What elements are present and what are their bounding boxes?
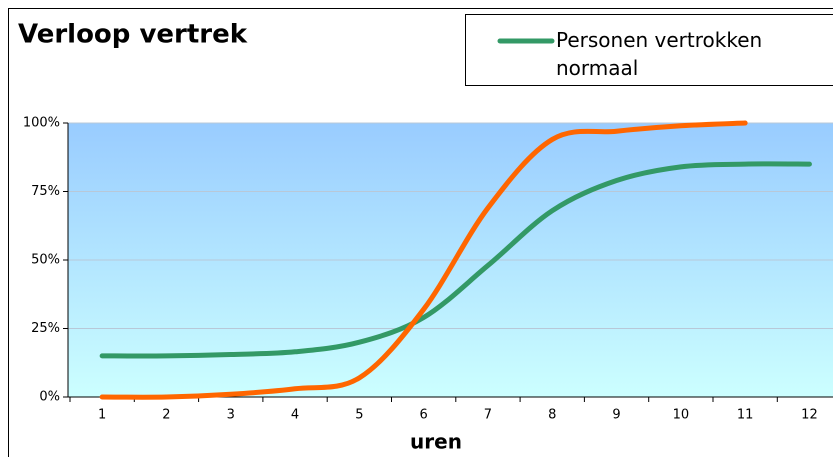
y-tick-label: 75% xyxy=(31,184,60,199)
x-tick-label: 4 xyxy=(291,408,299,423)
y-tick-label: 0% xyxy=(39,390,60,405)
series-line xyxy=(99,120,748,400)
series-line xyxy=(99,161,812,359)
x-tick-label: 3 xyxy=(227,408,235,423)
x-tick-label: 12 xyxy=(801,408,818,423)
legend-label: Personen vertrokken normaal xyxy=(556,28,762,80)
x-tick-label: 1 xyxy=(98,408,106,423)
x-axis-label: uren xyxy=(410,430,462,454)
x-tick-label: 7 xyxy=(484,408,492,423)
x-tick-label: 10 xyxy=(673,408,690,423)
x-tick-label: 8 xyxy=(548,408,556,423)
x-tick-label: 6 xyxy=(420,408,428,423)
x-tick-label: 2 xyxy=(162,408,170,423)
x-tick-label: 5 xyxy=(355,408,363,423)
y-tick-label: 25% xyxy=(31,321,60,336)
x-tick-label: 11 xyxy=(737,408,754,423)
y-tick-label: 50% xyxy=(31,253,60,268)
chart-title: Verloop vertrek xyxy=(18,20,248,50)
x-tick-label: 9 xyxy=(612,408,620,423)
legend xyxy=(465,14,833,86)
y-tick-label: 100% xyxy=(23,116,60,131)
